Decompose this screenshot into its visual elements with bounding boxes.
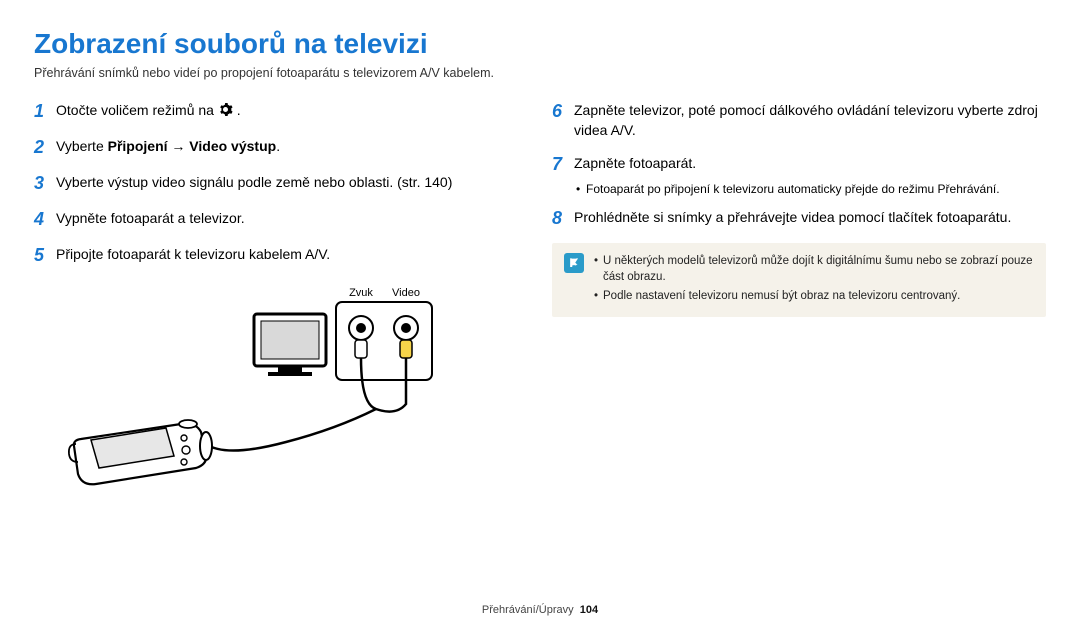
step-number: 4: [34, 206, 56, 232]
step-2-suffix: .: [276, 138, 280, 154]
step-number: 2: [34, 134, 56, 160]
footer-page-number: 104: [580, 604, 598, 616]
step-text: Otočte voličem režimů na .: [56, 98, 241, 124]
step-2-prefix: Vyberte: [56, 138, 108, 154]
page-footer: Přehrávání/Úpravy 104: [0, 604, 1080, 616]
step-7-bullet: Fotoaparát po připojení k televizoru aut…: [576, 181, 1046, 197]
step-number: 5: [34, 242, 56, 268]
step-8: 8 Prohlédněte si snímky a přehrávejte vi…: [552, 205, 1046, 231]
step-4: 4 Vypněte fotoaparát a televizor.: [34, 206, 528, 232]
step-text: Vyberte výstup video signálu podle země …: [56, 170, 452, 196]
note-box: U některých modelů televizorů může dojít…: [552, 243, 1046, 317]
page-subtitle: Přehrávání snímků nebo videí po propojen…: [34, 66, 1046, 80]
footer-section: Přehrávání/Úpravy: [482, 604, 574, 616]
step-text: Připojte fotoaparát k televizoru kabelem…: [56, 242, 330, 268]
label-video: Video: [392, 287, 420, 299]
step-text: Vyberte Připojení → Video výstup.: [56, 134, 280, 160]
step-number: 8: [552, 205, 574, 231]
note-item-1: U některých modelů televizorů může dojít…: [594, 253, 1034, 285]
page-title: Zobrazení souborů na televizi: [34, 28, 1046, 60]
step-number: 7: [552, 151, 574, 177]
step-3: 3 Vyberte výstup video signálu podle zem…: [34, 170, 528, 196]
step-text: Vypněte fotoaparát a televizor.: [56, 206, 245, 232]
step-1: 1 Otočte voličem režimů na .: [34, 98, 528, 124]
camera-icon: [69, 420, 212, 484]
gear-icon: [218, 102, 233, 117]
step-number: 1: [34, 98, 56, 124]
step-5: 5 Připojte fotoaparát k televizoru kabel…: [34, 242, 528, 268]
step-7: 7 Zapněte fotoaparát.: [552, 151, 1046, 177]
step-number: 6: [552, 98, 574, 141]
step-7-sublist: Fotoaparát po připojení k televizoru aut…: [552, 181, 1046, 197]
step-text: Zapněte televizor, poté pomocí dálkového…: [574, 98, 1046, 141]
connection-diagram: Zvuk Video: [56, 284, 476, 489]
info-icon: [564, 253, 584, 273]
step-2-bold: Připojení → Video výstup: [108, 138, 277, 154]
step-2: 2 Vyberte Připojení → Video výstup.: [34, 134, 528, 160]
step-1-text: Otočte voličem režimů na: [56, 102, 218, 118]
step-6: 6 Zapněte televizor, poté pomocí dálkové…: [552, 98, 1046, 141]
note-item-2: Podle nastavení televizoru nemusí být ob…: [594, 288, 1034, 304]
step-text: Prohlédněte si snímky a přehrávejte vide…: [574, 205, 1011, 231]
step-text: Zapněte fotoaparát.: [574, 151, 696, 177]
tv-icon: [254, 314, 326, 376]
label-audio: Zvuk: [349, 287, 373, 299]
step-number: 3: [34, 170, 56, 196]
